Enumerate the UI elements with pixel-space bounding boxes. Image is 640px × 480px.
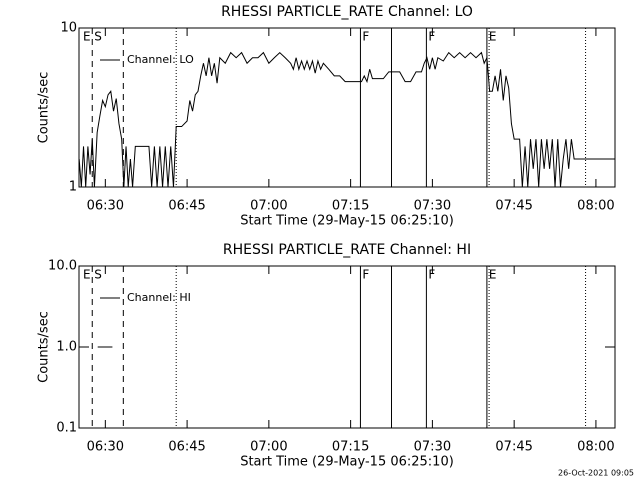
marker-label: E (489, 268, 497, 282)
y-axis-label: Counts/sec (37, 72, 52, 144)
marker-label: S (94, 30, 102, 44)
timestamp: 26-Oct-2021 09:05 (558, 469, 634, 478)
annotation: E (83, 268, 91, 282)
x-tick-label: 07:15 (332, 440, 369, 455)
x-tick-label: 06:45 (168, 440, 205, 455)
chart-title: RHESSI PARTICLE_RATE Channel: LO (221, 4, 473, 20)
marker-label: F (362, 30, 369, 44)
x-tick-label: 07:30 (414, 199, 451, 214)
y-tick-label: 10.0 (48, 259, 77, 274)
legend-label: Channel: HI (127, 291, 191, 304)
x-tick-label: 07:45 (495, 440, 532, 455)
y-tick-label: 1 (69, 180, 77, 195)
data-line (79, 51, 615, 187)
x-axis-label: Start Time (29-May-15 06:25:10) (240, 214, 454, 229)
x-tick-label: 07:45 (495, 199, 532, 214)
marker-label: F (362, 268, 369, 282)
y-tick-label: 0.1 (56, 421, 77, 436)
marker-label: F (428, 268, 435, 282)
x-tick-label: 06:45 (168, 199, 205, 214)
y-axis-label: Counts/sec (37, 311, 52, 383)
x-tick-label: 07:30 (414, 440, 451, 455)
x-tick-label: 06:30 (87, 440, 124, 455)
marker-label: S (94, 268, 102, 282)
x-tick-label: 08:00 (577, 440, 614, 455)
chart-title: RHESSI PARTICLE_RATE Channel: HI (223, 242, 471, 258)
legend-label: Channel: LO (127, 53, 194, 66)
x-tick-label: 06:30 (87, 199, 124, 214)
y-tick-label: 1.0 (56, 340, 77, 355)
axis-frame (78, 265, 616, 429)
x-tick-label: 07:00 (250, 440, 287, 455)
axis-frame (78, 27, 616, 188)
marker-label: E (489, 30, 497, 44)
x-axis-label: Start Time (29-May-15 06:25:10) (240, 455, 454, 470)
marker-label: F (428, 30, 435, 44)
y-tick-label: 10 (60, 21, 77, 36)
x-tick-label: 08:00 (577, 199, 614, 214)
annotation: E (83, 30, 91, 44)
x-tick-label: 07:00 (250, 199, 287, 214)
x-tick-label: 07:15 (332, 199, 369, 214)
